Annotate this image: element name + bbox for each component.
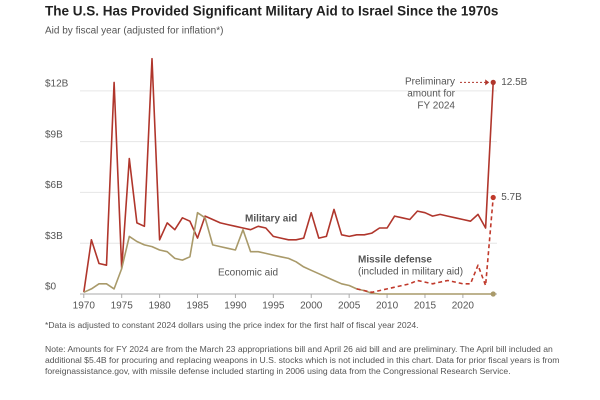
annotation: FY 2024 [417, 101, 455, 112]
annotation: Preliminary [405, 77, 455, 88]
x-tick-label: 1985 [186, 301, 209, 312]
series-label: Economic aid [218, 268, 278, 279]
footnote: *Data is adjusted to constant 2024 dolla… [45, 320, 419, 330]
x-tick-label: 1975 [111, 301, 134, 312]
y-tick-label: $3B [45, 231, 63, 242]
x-tick-label: 1980 [148, 301, 171, 312]
series-label: Missile defense [358, 255, 432, 266]
series-label: Military aid [245, 214, 297, 225]
chart-title: The U.S. Has Provided Significant Milita… [45, 4, 498, 19]
arrow-head [485, 79, 490, 86]
x-tick-label: 1995 [262, 301, 285, 312]
x-tick-label: 2010 [376, 301, 399, 312]
end-dot [490, 291, 496, 297]
x-tick-label: 1970 [73, 301, 96, 312]
x-tick-label: 2000 [300, 301, 323, 312]
x-tick-label: 2020 [452, 301, 475, 312]
annotation: amount for [407, 89, 455, 100]
series-note: (included in military aid) [358, 267, 463, 278]
end-dot [490, 79, 496, 85]
y-tick-label: $12B [45, 78, 69, 89]
series-line [356, 197, 494, 294]
chart-subtitle: Aid by fiscal year (adjusted for inflati… [45, 26, 223, 37]
y-tick-label: $6B [45, 180, 63, 191]
series-line [83, 57, 494, 293]
y-tick-label: $9B [45, 129, 63, 140]
value-label: 5.7B [501, 192, 522, 203]
y-tick-label: $0 [45, 282, 57, 293]
note: Note: Amounts for FY 2024 are from the M… [45, 344, 560, 376]
series-line [83, 211, 494, 295]
value-label: 12.5B [501, 77, 527, 88]
end-dot [490, 194, 496, 201]
x-tick-label: 1990 [224, 301, 247, 312]
x-tick-label: 2015 [414, 301, 437, 312]
x-tick-label: 2005 [338, 301, 361, 312]
